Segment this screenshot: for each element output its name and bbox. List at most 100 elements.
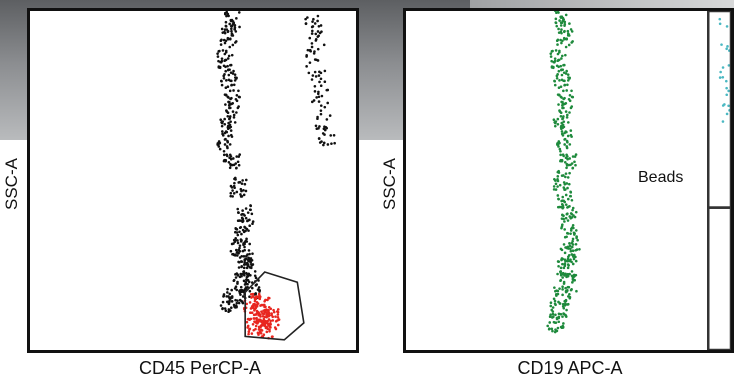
data-point [564, 203, 568, 206]
data-point [563, 29, 566, 33]
data-point [268, 329, 271, 333]
data-point [263, 303, 266, 307]
data-point [556, 175, 560, 178]
data-point [240, 189, 243, 193]
data-point [567, 121, 570, 124]
data-point [318, 125, 321, 128]
data-point [244, 286, 248, 289]
data-point [333, 141, 336, 145]
gate-polygon [244, 271, 305, 341]
data-point [570, 89, 573, 93]
data-point [325, 126, 329, 130]
data-point [332, 133, 336, 137]
data-point [555, 76, 559, 80]
data-point [571, 278, 575, 281]
data-point [320, 30, 323, 33]
data-point [228, 143, 232, 146]
data-point [248, 224, 251, 228]
data-point [556, 185, 559, 188]
data-point [555, 329, 559, 333]
data-point [319, 112, 323, 116]
data-point [721, 66, 725, 69]
data-point [556, 194, 560, 197]
data-point [224, 20, 228, 24]
data-point [559, 266, 563, 270]
data-point [244, 216, 248, 220]
data-point [241, 220, 244, 224]
data-point [560, 28, 563, 31]
data-point [316, 30, 320, 33]
data-point [569, 28, 573, 31]
data-point [246, 211, 250, 214]
data-point [565, 37, 568, 40]
data-point [240, 195, 244, 198]
data-point [235, 17, 238, 20]
data-point [567, 295, 570, 298]
data-point [314, 124, 318, 128]
data-point [554, 313, 557, 317]
panel2-y-axis-label: SSC-A [380, 158, 399, 210]
data-point [231, 189, 234, 192]
data-point [253, 299, 257, 303]
data-point [247, 259, 250, 263]
data-point [236, 254, 239, 257]
data-point [238, 298, 242, 302]
data-point [569, 212, 573, 215]
data-point [561, 204, 565, 207]
data-point [559, 153, 562, 157]
data-point [309, 49, 312, 53]
data-point [562, 199, 565, 203]
data-point [323, 69, 327, 73]
data-point [238, 249, 242, 253]
data-point [561, 123, 565, 127]
data-point [565, 69, 568, 73]
data-point [238, 95, 241, 99]
data-point [568, 182, 571, 186]
data-point [559, 111, 563, 114]
data-point [564, 72, 568, 75]
data-point [566, 263, 570, 266]
data-point [564, 313, 567, 317]
data-point [554, 289, 557, 293]
data-point [718, 76, 722, 79]
data-point [326, 143, 330, 146]
data-point [229, 106, 232, 110]
data-point [562, 273, 566, 276]
data-point [317, 95, 321, 99]
data-point [237, 266, 241, 269]
data-point [565, 308, 568, 312]
data-point [562, 280, 566, 284]
data-point [259, 324, 263, 327]
data-point [249, 208, 252, 212]
data-point [555, 11, 558, 14]
data-point [566, 29, 570, 33]
data-point [326, 101, 330, 105]
data-point [568, 171, 571, 175]
data-point [241, 217, 245, 221]
data-point [218, 49, 221, 53]
data-point [230, 24, 233, 28]
data-point [267, 311, 271, 315]
data-point [574, 153, 578, 156]
data-point [232, 113, 236, 117]
data-point [220, 83, 224, 87]
data-point [226, 111, 230, 114]
data-point [216, 55, 220, 58]
data-point [562, 186, 566, 189]
data-point [559, 38, 562, 42]
data-point [563, 183, 567, 186]
data-point [225, 295, 228, 298]
data-point [251, 292, 255, 296]
data-point [560, 96, 563, 99]
data-point [319, 109, 323, 112]
data-point [237, 163, 241, 167]
data-point [572, 257, 576, 261]
data-point [242, 188, 245, 192]
data-point [254, 296, 257, 300]
data-point [561, 195, 565, 199]
data-point [571, 206, 575, 210]
data-point [238, 180, 242, 184]
data-point [563, 251, 567, 255]
data-point [221, 49, 225, 52]
data-point [320, 140, 323, 143]
